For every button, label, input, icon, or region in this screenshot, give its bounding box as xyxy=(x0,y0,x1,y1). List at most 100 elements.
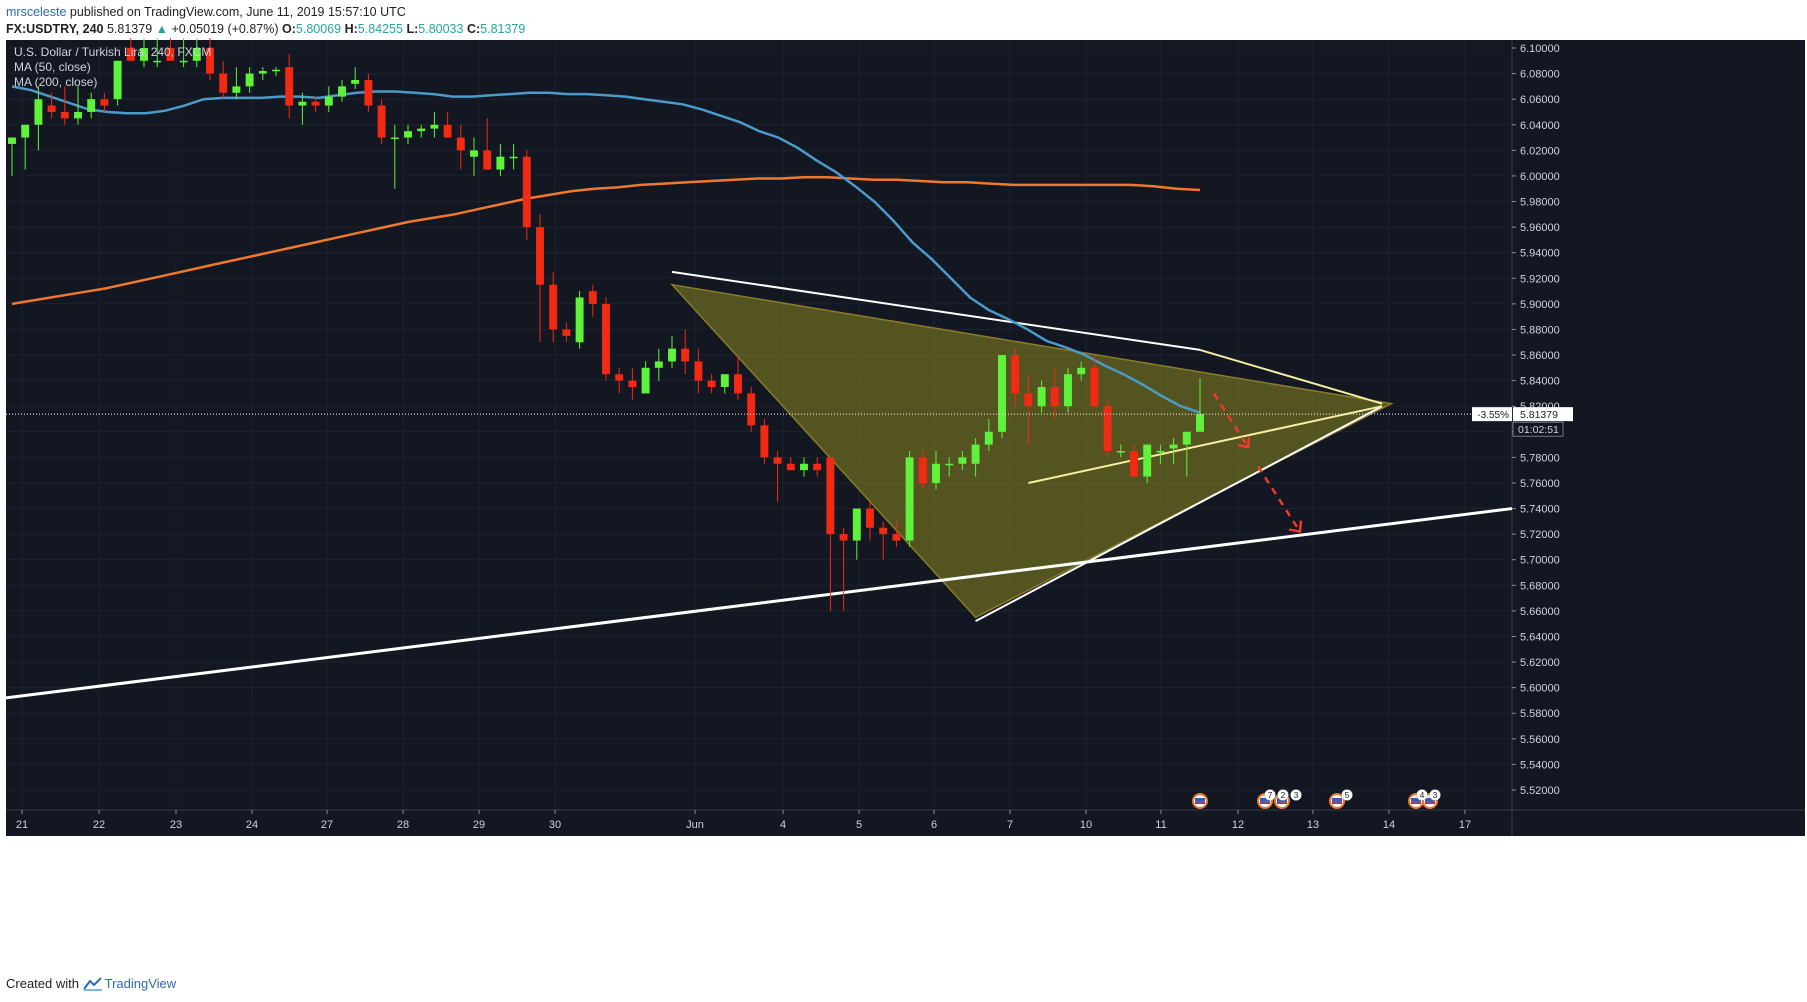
price-tick-label: 6.10000 xyxy=(1520,43,1560,55)
candle-body xyxy=(998,355,1006,432)
candle xyxy=(87,92,96,119)
time-tick-label: 30 xyxy=(549,819,561,831)
candle-body xyxy=(113,60,122,100)
candle-body xyxy=(74,111,82,119)
time-tick-label: 21 xyxy=(16,819,28,831)
candle xyxy=(932,450,940,490)
candle-body xyxy=(628,380,637,388)
candle xyxy=(707,374,716,394)
author-link[interactable]: mrsceleste xyxy=(6,5,67,19)
event-flag-field xyxy=(1425,798,1435,804)
price-tick-label: 5.56000 xyxy=(1520,734,1560,746)
candle-body xyxy=(839,534,848,541)
projection-arrow-1 xyxy=(1212,392,1250,448)
candle xyxy=(575,291,584,349)
candle xyxy=(720,374,729,394)
candle-body xyxy=(773,457,782,464)
candle xyxy=(800,457,808,477)
candle xyxy=(681,329,690,375)
countdown-bg xyxy=(1512,421,1564,437)
event-flag-field xyxy=(1332,798,1342,804)
candle-body xyxy=(1103,406,1112,451)
candle xyxy=(192,35,201,68)
candle-body xyxy=(443,124,452,138)
candle xyxy=(351,67,360,89)
candle xyxy=(311,96,320,112)
countdown-label: 01:02:51 xyxy=(1518,424,1559,436)
candle xyxy=(47,92,56,119)
legend-ma50: MA (50, close) xyxy=(14,60,91,74)
last-price: 5.81379 xyxy=(106,22,153,36)
candle-body xyxy=(1064,374,1072,407)
candle xyxy=(998,355,1006,439)
legend-title: U.S. Dollar / Turkish Lira, 240, FXCM xyxy=(14,45,211,59)
candle xyxy=(166,35,175,61)
high-value: 5.84255 xyxy=(357,22,403,36)
price-tick-label: 5.70000 xyxy=(1520,555,1560,567)
candle xyxy=(905,450,914,547)
candle xyxy=(984,419,993,451)
candle-body xyxy=(694,361,703,381)
arrow-head-2 xyxy=(1288,520,1303,534)
candle xyxy=(641,361,650,394)
close-value: 5.81379 xyxy=(480,22,526,36)
candle xyxy=(60,86,69,125)
candle xyxy=(509,143,518,170)
price-tick-label: 5.88000 xyxy=(1520,324,1560,336)
candle xyxy=(852,508,861,560)
last-price-tag: -3.55% 5.81379 01:02:51 xyxy=(1472,407,1573,437)
candle xyxy=(1130,444,1138,477)
event-count-badge: 4 xyxy=(1416,789,1428,801)
candle-body xyxy=(641,367,650,394)
price-tick-label: 6.02000 xyxy=(1520,145,1560,157)
candlestick-chart[interactable]: 6.10000 6.08000 6.06000 6.04000 6.02000 6.000… xyxy=(0,22,1807,966)
candle-body xyxy=(417,128,426,132)
event-count-badge: 3 xyxy=(1429,789,1441,801)
candle-body xyxy=(166,48,175,61)
candle xyxy=(285,54,294,119)
tradingview-brand[interactable]: TradingView xyxy=(104,976,177,991)
candle xyxy=(1169,438,1178,464)
candle xyxy=(74,86,82,125)
price-tick-label: 5.78000 xyxy=(1520,452,1560,464)
ma200-line xyxy=(11,175,1201,306)
candle-body xyxy=(404,131,412,138)
price-tick-label: 5.76000 xyxy=(1520,478,1560,490)
candle xyxy=(245,67,254,93)
candle-body xyxy=(1143,444,1152,477)
candle-body xyxy=(562,329,571,336)
event-badge-label: 7 xyxy=(1268,790,1273,800)
candle-body xyxy=(1011,355,1020,394)
candle-body xyxy=(1182,431,1191,445)
candle xyxy=(522,150,531,240)
resistance-segment xyxy=(1199,348,1383,405)
candle xyxy=(390,124,399,189)
ascending-trendline xyxy=(975,405,1383,623)
axis-corner xyxy=(1512,810,1805,836)
footer: Created with TradingView xyxy=(6,976,176,994)
chart-area[interactable]: 6.10000 6.08000 6.06000 6.04000 6.02000 6.000… xyxy=(0,22,1807,966)
candle-body xyxy=(866,508,874,528)
candle xyxy=(1143,444,1152,483)
candle xyxy=(654,348,663,381)
candle-body xyxy=(47,105,56,112)
candle xyxy=(1182,431,1191,477)
candle-body xyxy=(496,156,505,170)
price-tick-label: 6.00000 xyxy=(1520,171,1560,183)
candle xyxy=(588,284,597,317)
candle-body xyxy=(140,48,148,61)
candle xyxy=(971,438,980,477)
candle-body xyxy=(1077,367,1086,375)
created-with-text: Created with xyxy=(6,976,79,991)
published-text: published on TradingView.com, June 11, 2… xyxy=(69,5,406,19)
close-label: C: xyxy=(466,22,481,36)
publish-info: mrsceleste published on TradingView.com,… xyxy=(6,5,406,19)
event-count-badge: 5 xyxy=(1341,789,1353,801)
candle xyxy=(21,124,30,170)
candle-body xyxy=(615,374,624,381)
price-tick-label: 5.52000 xyxy=(1520,785,1560,797)
price-tick-label: 5.92000 xyxy=(1520,273,1560,285)
candle xyxy=(958,450,967,471)
arrow-head-1 xyxy=(1237,437,1251,449)
event-count-badge: 3 xyxy=(1290,789,1302,801)
